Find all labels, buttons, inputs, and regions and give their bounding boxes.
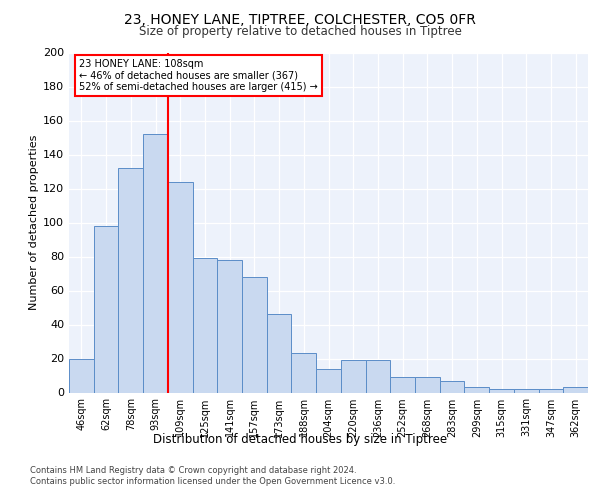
Bar <box>440 380 464 392</box>
Bar <box>415 377 440 392</box>
Bar <box>489 389 514 392</box>
Text: Size of property relative to detached houses in Tiptree: Size of property relative to detached ho… <box>139 25 461 38</box>
Bar <box>316 368 341 392</box>
Bar <box>563 388 588 392</box>
Text: 23 HONEY LANE: 108sqm
← 46% of detached houses are smaller (367)
52% of semi-det: 23 HONEY LANE: 108sqm ← 46% of detached … <box>79 60 318 92</box>
Bar <box>390 377 415 392</box>
Bar <box>341 360 365 392</box>
Bar <box>292 354 316 393</box>
Text: Contains public sector information licensed under the Open Government Licence v3: Contains public sector information licen… <box>30 477 395 486</box>
Bar <box>242 277 267 392</box>
Bar <box>365 360 390 392</box>
Bar <box>217 260 242 392</box>
Bar <box>464 388 489 392</box>
Bar <box>168 182 193 392</box>
Y-axis label: Number of detached properties: Number of detached properties <box>29 135 39 310</box>
Bar <box>94 226 118 392</box>
Text: 23, HONEY LANE, TIPTREE, COLCHESTER, CO5 0FR: 23, HONEY LANE, TIPTREE, COLCHESTER, CO5… <box>124 12 476 26</box>
Bar <box>267 314 292 392</box>
Bar <box>514 389 539 392</box>
Bar <box>143 134 168 392</box>
Bar <box>539 389 563 392</box>
Text: Distribution of detached houses by size in Tiptree: Distribution of detached houses by size … <box>153 432 447 446</box>
Text: Contains HM Land Registry data © Crown copyright and database right 2024.: Contains HM Land Registry data © Crown c… <box>30 466 356 475</box>
Bar <box>118 168 143 392</box>
Bar <box>69 358 94 392</box>
Bar <box>193 258 217 392</box>
